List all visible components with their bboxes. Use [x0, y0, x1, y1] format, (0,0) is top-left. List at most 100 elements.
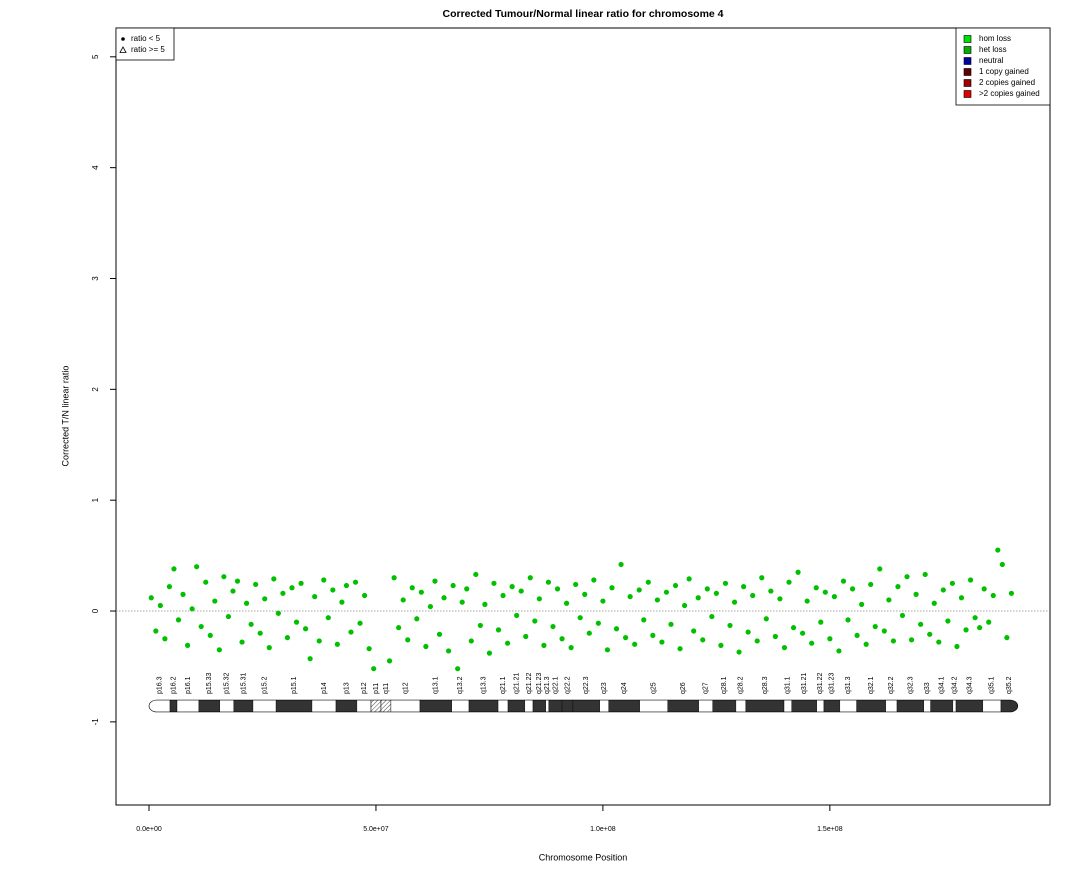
band-label: q23	[601, 682, 608, 694]
band-label: q13.3	[480, 676, 487, 694]
data-point	[641, 617, 647, 623]
data-point	[722, 580, 729, 586]
data-point	[357, 620, 363, 626]
band-label: p15.32	[224, 672, 231, 694]
ideogram-band	[370, 700, 382, 712]
data-point	[216, 647, 222, 653]
band-label: q31.1	[785, 676, 792, 694]
data-point	[918, 621, 924, 627]
data-point	[554, 586, 561, 592]
legend-symbol	[119, 46, 127, 53]
ideogram-band	[839, 700, 857, 712]
data-point	[854, 632, 860, 639]
data-point	[362, 592, 368, 599]
band-label: p13	[343, 682, 350, 694]
data-point	[464, 586, 470, 592]
data-point	[482, 601, 488, 607]
data-point	[863, 641, 869, 647]
data-point	[632, 641, 638, 647]
ideogram-outline	[148, 699, 1019, 713]
data-point	[298, 580, 304, 586]
data-point	[945, 618, 951, 624]
data-point	[759, 575, 765, 581]
legend-label: 1 copy gained	[979, 67, 1029, 76]
y-tick-label: -1	[91, 718, 100, 726]
status-legend-box	[955, 27, 1051, 106]
legend-label: ratio < 5	[131, 34, 161, 43]
data-point	[831, 594, 837, 600]
band-label: p11	[373, 683, 380, 694]
ideogram-band	[982, 700, 1002, 712]
data-point	[536, 596, 542, 602]
legend-label: >2 copies gained	[979, 89, 1040, 98]
data-point	[330, 587, 336, 593]
y-tick-label: 0	[91, 608, 100, 613]
data-point	[967, 577, 974, 583]
data-point	[741, 584, 747, 590]
ideogram-band	[380, 700, 392, 712]
band-label: q31.23	[829, 672, 836, 694]
data-point	[809, 640, 815, 646]
data-point	[445, 648, 452, 654]
ideogram-band	[639, 700, 669, 712]
ideogram-band	[507, 700, 526, 712]
data-point	[400, 597, 406, 603]
data-point	[230, 588, 236, 594]
data-point	[436, 631, 443, 637]
legend-swatch	[963, 57, 972, 65]
data-point	[800, 630, 806, 636]
ideogram-band	[608, 700, 640, 712]
data-point	[890, 638, 897, 644]
data-point	[822, 589, 828, 595]
band-label: q28.1	[721, 676, 728, 694]
data-point	[813, 585, 819, 591]
band-label: q24	[621, 682, 628, 694]
x-tick-label: 0.0e+00	[136, 826, 162, 833]
data-point	[284, 635, 291, 641]
y-tick-label: 5	[91, 54, 100, 59]
data-point	[325, 615, 331, 621]
data-point	[595, 620, 601, 626]
data-point	[704, 586, 710, 592]
data-point	[194, 564, 200, 570]
band-label: q13.2	[457, 676, 464, 694]
data-point	[709, 613, 715, 620]
data-point	[234, 578, 241, 584]
data-point	[459, 599, 465, 605]
band-label: q34.2	[951, 676, 958, 694]
data-point	[840, 578, 847, 584]
data-point	[225, 613, 232, 620]
data-point	[366, 646, 372, 652]
band-label: q26	[680, 682, 687, 694]
ideogram-band	[252, 700, 277, 712]
band-label: p14	[321, 682, 328, 694]
data-point	[990, 592, 996, 599]
data-point	[302, 626, 309, 632]
data-point	[153, 628, 159, 634]
band-label: p16.3	[156, 676, 163, 694]
data-point	[541, 642, 547, 648]
data-point	[563, 600, 570, 606]
data-point	[577, 615, 583, 621]
data-point	[695, 595, 701, 601]
band-label: q31.21	[801, 672, 808, 694]
ideogram-band	[219, 700, 235, 712]
band-label: q27	[703, 682, 710, 694]
legend-swatch	[963, 79, 972, 87]
data-point	[772, 633, 778, 640]
ideogram-band	[532, 700, 546, 712]
data-point	[750, 592, 756, 599]
data-point	[763, 616, 769, 622]
data-point	[491, 580, 497, 586]
band-label: q28.2	[738, 676, 745, 694]
ideogram-band	[930, 700, 954, 712]
legend-label: het loss	[979, 45, 1007, 54]
ideogram-band	[1000, 700, 1018, 712]
data-point	[659, 639, 665, 645]
data-point	[339, 599, 345, 605]
data-point	[881, 628, 887, 634]
ideogram-band	[497, 700, 509, 712]
ideogram-band	[335, 700, 358, 712]
y-tick-label: 2	[91, 387, 100, 392]
